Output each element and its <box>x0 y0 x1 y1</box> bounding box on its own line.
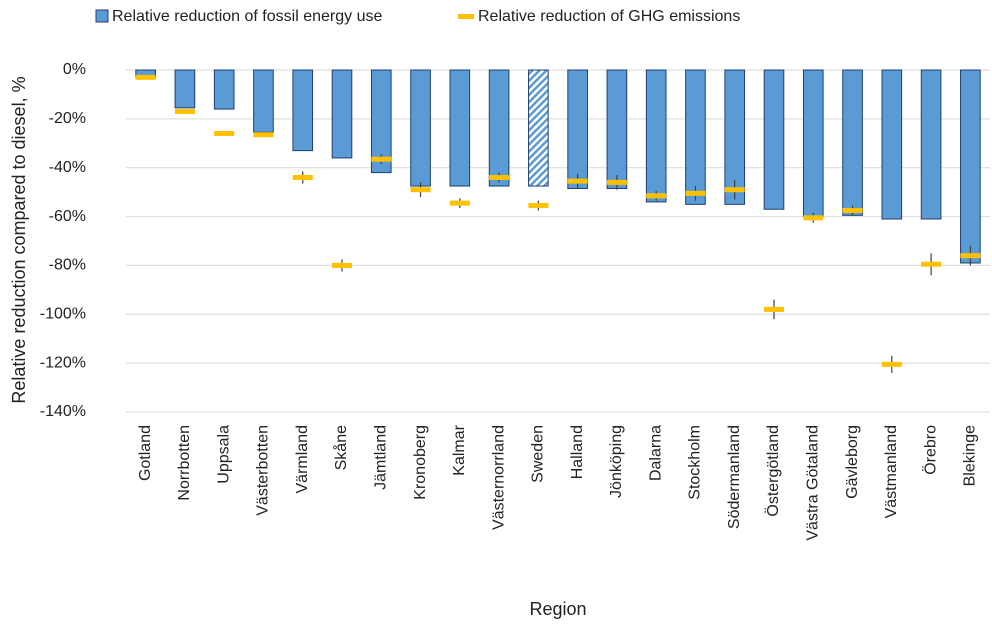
x-tick-label: Kalmar <box>451 424 468 475</box>
x-tick-label: Gävleborg <box>844 425 861 499</box>
legend-swatch <box>95 9 109 23</box>
bar <box>253 69 274 133</box>
bar <box>331 69 353 159</box>
marker <box>881 361 902 367</box>
x-tick-label: Jönköping <box>608 425 625 498</box>
x-tick-label: Stockholm <box>687 425 704 500</box>
x-tick-label: Halland <box>569 425 586 479</box>
x-tick-label: Norrbotten <box>176 425 193 501</box>
bar <box>920 69 942 220</box>
bar <box>881 69 903 220</box>
y-tick-label: -40% <box>49 159 86 176</box>
bar <box>842 69 863 216</box>
x-axis-title: Region <box>529 599 586 619</box>
x-tick-label: Jämtland <box>372 425 389 490</box>
marker <box>921 261 942 267</box>
bar <box>802 69 824 218</box>
x-tick-label: Skåne <box>332 425 350 470</box>
bar <box>606 69 628 189</box>
x-tick-label: Sweden <box>530 425 547 483</box>
bar <box>292 69 314 152</box>
marker <box>449 200 470 206</box>
marker <box>410 187 431 193</box>
y-tick-label: -140% <box>40 403 86 420</box>
x-tick-label: Västerbotten <box>255 425 272 516</box>
marker <box>646 193 667 199</box>
bar <box>567 69 588 189</box>
marker <box>135 74 156 80</box>
y-tick-label: -20% <box>49 110 86 127</box>
marker <box>685 190 706 196</box>
bar <box>370 69 392 174</box>
marker <box>214 131 235 137</box>
y-axis-title: Relative reduction compared to diesel, % <box>9 76 29 403</box>
y-tick-label: 0% <box>63 61 86 78</box>
x-tick-label: Uppsala <box>215 425 232 484</box>
marker <box>960 253 981 259</box>
bar <box>763 69 785 210</box>
bar <box>174 69 196 109</box>
bar <box>410 69 431 187</box>
x-tick-label: Östergötland <box>764 425 782 517</box>
y-tick-label: -80% <box>49 257 86 274</box>
x-tick-label: Blekinge <box>962 425 979 486</box>
marker <box>371 156 392 162</box>
marker <box>606 179 627 185</box>
x-tick-label: Västmanland <box>883 425 900 518</box>
y-tick-label: -100% <box>40 306 86 323</box>
x-tick-label: Dalarna <box>647 425 664 481</box>
marker <box>803 215 824 221</box>
bar <box>685 69 706 205</box>
x-tick-label: Gotland <box>137 425 154 481</box>
bar <box>645 69 667 203</box>
marker <box>174 109 195 115</box>
x-tick-label: Kronoberg <box>412 425 429 500</box>
marker <box>567 178 588 184</box>
legend-swatch <box>458 14 474 19</box>
bar <box>488 69 510 187</box>
bar <box>960 69 981 264</box>
x-tick-label: Södermanland <box>726 425 743 529</box>
legend-label: Relative reduction of GHG emissions <box>478 8 740 25</box>
x-tick-label: Västernorrland <box>490 425 507 530</box>
marker <box>724 187 745 193</box>
bar <box>213 69 235 110</box>
marker <box>332 262 352 268</box>
marker <box>292 174 313 180</box>
y-tick-label: -60% <box>49 208 86 225</box>
legend-label: Relative reduction of fossil energy use <box>112 8 382 25</box>
y-tick-label: -120% <box>40 354 86 371</box>
x-tick-label: Västra Götaland <box>804 425 821 541</box>
bar <box>449 69 471 187</box>
x-tick-label: Örebro <box>921 425 939 475</box>
marker <box>489 174 510 180</box>
x-tick-label: Värmland <box>294 425 311 493</box>
bar <box>724 69 746 205</box>
marker <box>764 306 784 312</box>
marker <box>528 203 549 209</box>
marker <box>842 207 863 213</box>
marker <box>253 132 274 138</box>
bar <box>528 69 549 187</box>
